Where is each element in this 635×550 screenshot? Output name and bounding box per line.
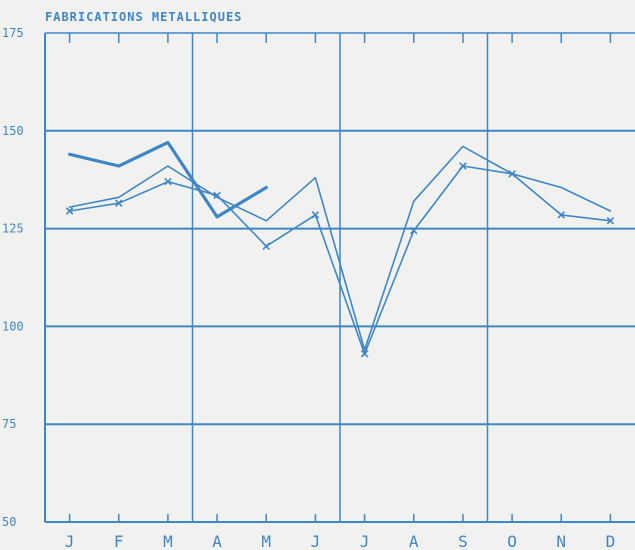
data-point bbox=[459, 162, 467, 170]
x-tick-label: J bbox=[311, 532, 321, 550]
chart-title: FABRICATIONS METALLIQUES bbox=[45, 10, 242, 24]
x-tick-label: N bbox=[556, 532, 566, 550]
data-point bbox=[508, 170, 516, 178]
point-mark bbox=[508, 170, 516, 178]
data-point bbox=[311, 211, 320, 219]
x-tick-label: J bbox=[360, 532, 370, 550]
data-point bbox=[360, 350, 369, 358]
series-3 bbox=[65, 162, 615, 358]
y-tick-label: 50 bbox=[2, 515, 16, 529]
y-tick-label: 125 bbox=[2, 222, 24, 236]
data-point bbox=[114, 199, 123, 207]
point-mark bbox=[409, 226, 418, 235]
point-mark bbox=[65, 207, 74, 215]
point-mark bbox=[164, 177, 172, 186]
x-tick-label: S bbox=[458, 532, 468, 550]
y-tick-label: 75 bbox=[2, 417, 16, 431]
y-tick-label: 175 bbox=[2, 26, 24, 40]
series-3-line bbox=[68, 165, 612, 355]
data-point bbox=[606, 217, 615, 225]
data-point bbox=[262, 242, 271, 250]
grid bbox=[44, 32, 635, 523]
data-point bbox=[213, 191, 221, 200]
x-tick-label: M bbox=[163, 532, 173, 550]
x-tick-label: A bbox=[409, 532, 419, 550]
y-tick-label: 150 bbox=[2, 124, 24, 138]
point-mark bbox=[459, 162, 467, 170]
point-mark bbox=[360, 350, 369, 358]
x-tick-label: J bbox=[65, 532, 75, 550]
point-mark bbox=[213, 191, 221, 200]
series-2-line bbox=[68, 145, 612, 351]
x-tick-label: D bbox=[606, 532, 616, 550]
point-mark bbox=[262, 242, 271, 250]
x-tick-label: O bbox=[507, 532, 517, 550]
data-point bbox=[409, 226, 418, 235]
y-tick-label: 100 bbox=[2, 319, 24, 333]
x-tick-label: A bbox=[212, 532, 222, 550]
point-mark bbox=[311, 211, 320, 219]
data-point bbox=[164, 177, 172, 186]
point-mark bbox=[606, 217, 615, 225]
point-mark bbox=[114, 199, 123, 207]
x-tick-label: F bbox=[114, 532, 124, 550]
series-1 bbox=[67, 140, 268, 219]
data-point bbox=[65, 207, 74, 215]
series-layer bbox=[65, 140, 615, 358]
axis-ticks: 50 75 100 125 150 175 J F M A M J J A S O N D bbox=[2, 26, 615, 550]
x-tick-label: M bbox=[261, 532, 271, 550]
point-mark bbox=[557, 211, 566, 219]
data-point bbox=[557, 211, 566, 219]
series-1-line bbox=[67, 140, 268, 219]
series-2 bbox=[68, 145, 612, 351]
